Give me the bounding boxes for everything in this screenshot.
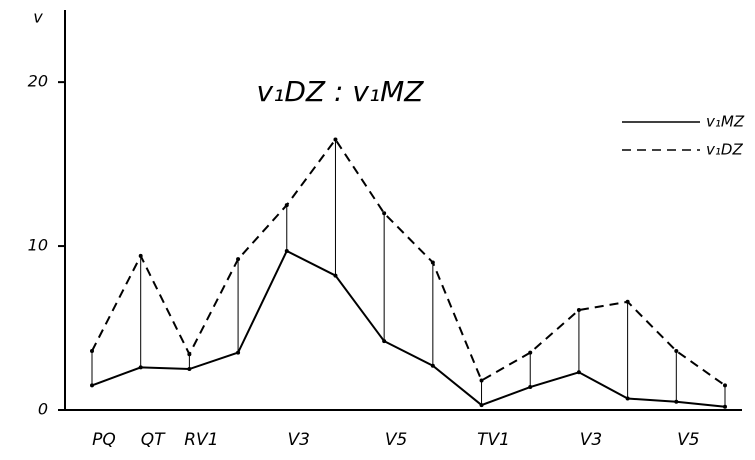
x-tick-label: PQ — [92, 430, 116, 450]
x-tick-label: V3 — [288, 430, 310, 450]
x-tick-label: RV1 — [184, 430, 218, 450]
point — [674, 399, 679, 404]
y-tick-label: 20 — [28, 72, 48, 91]
point — [430, 363, 435, 368]
series-line — [91, 137, 726, 387]
y-tick-label: 10 — [28, 236, 48, 255]
point — [382, 211, 387, 216]
x-tick-label: TV1 — [477, 430, 510, 450]
point — [236, 257, 241, 262]
point — [625, 396, 630, 401]
point — [576, 370, 581, 375]
x-tick-label: V5 — [385, 430, 407, 450]
point — [333, 273, 338, 278]
point — [90, 348, 94, 353]
legend-label: v₁MZ — [706, 113, 745, 131]
legend-label: v₁DZ — [706, 141, 743, 159]
x-tick-label: V5 — [677, 430, 699, 450]
point — [138, 365, 143, 370]
point — [430, 260, 435, 265]
point — [528, 385, 533, 390]
point — [236, 350, 241, 355]
x-tick-label: V3 — [580, 430, 602, 450]
point — [187, 352, 192, 357]
point — [723, 404, 727, 409]
point — [479, 378, 484, 383]
point — [576, 308, 581, 312]
point — [382, 339, 387, 344]
point — [284, 203, 289, 208]
point — [90, 383, 94, 388]
series-line — [91, 249, 726, 408]
chart-title: v₁DZ : v₁MZ — [257, 75, 425, 108]
point — [528, 350, 533, 355]
y-axis-label: v — [33, 8, 43, 27]
point — [284, 248, 289, 253]
point — [333, 137, 338, 142]
point — [723, 383, 727, 388]
point — [674, 348, 679, 353]
x-tick-label: QT — [141, 430, 166, 450]
point — [138, 253, 143, 258]
point — [187, 367, 192, 372]
point — [479, 403, 484, 408]
point — [625, 299, 630, 304]
y-tick-label: 0 — [38, 400, 48, 419]
